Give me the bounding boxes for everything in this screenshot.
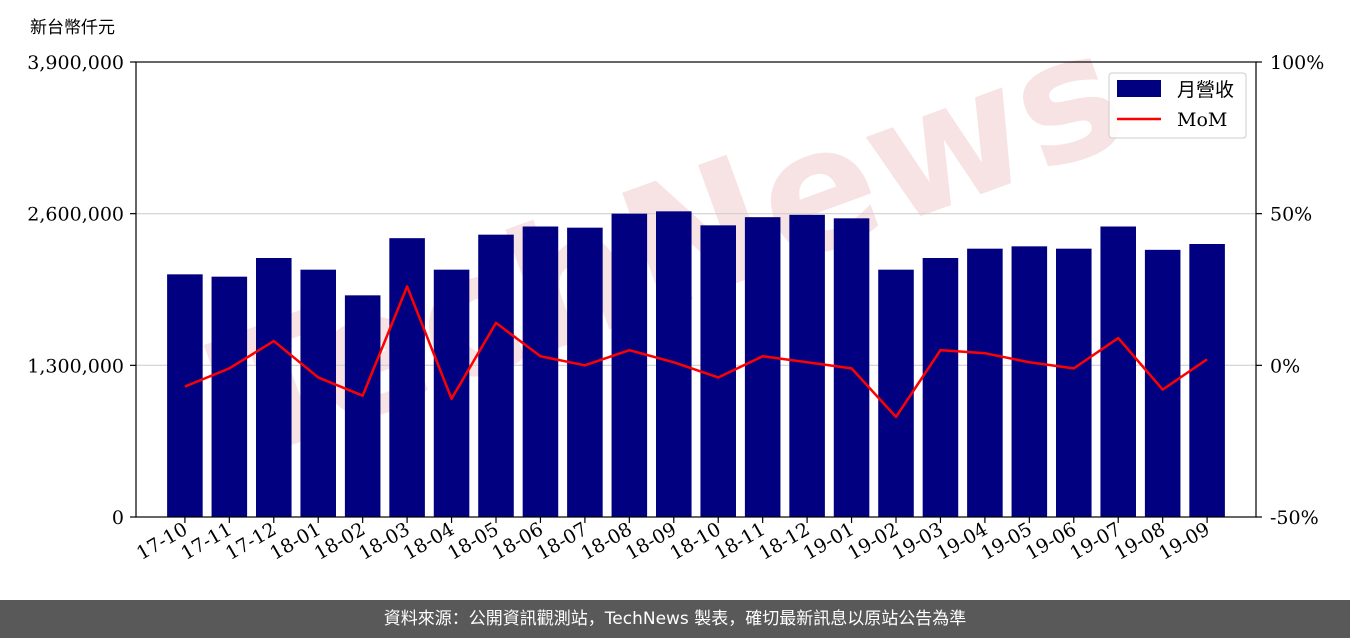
left-tick-label: 1,300,000: [27, 355, 124, 377]
x-tick-label: 19-08: [1111, 518, 1169, 564]
revenue-bar: [967, 248, 1003, 517]
revenue-bar: [1144, 249, 1181, 518]
x-tick-label: 18-03: [355, 518, 413, 564]
legend: 月營收 MoM: [1108, 72, 1247, 139]
right-tick-label: 0%: [1270, 355, 1300, 377]
plot-frame: [135, 61, 1257, 518]
revenue-bar: [1056, 248, 1092, 517]
x-tick-label: 18-01: [266, 518, 324, 564]
revenue-bar: [1100, 226, 1136, 517]
x-tick-label: 19-01: [800, 518, 858, 564]
left-tick-label: 0: [112, 507, 124, 529]
revenue-bar: [1011, 246, 1048, 518]
legend-label-revenue: 月營收: [1177, 79, 1234, 101]
mom-line: [184, 285, 1208, 419]
x-tick-label: 18-07: [533, 518, 591, 564]
x-tick-label: 19-02: [844, 518, 902, 564]
x-tick-label: 19-05: [977, 518, 1035, 564]
revenue-bar: [433, 269, 470, 517]
x-tick-label: 19-07: [1066, 518, 1124, 564]
x-tick-label: 19-06: [1022, 518, 1080, 564]
x-tick-label: 18-09: [622, 518, 680, 564]
revenue-bar: [789, 214, 825, 518]
revenue-bar: [567, 227, 603, 517]
x-tick-label: 18-06: [489, 518, 547, 564]
revenue-bar: [478, 234, 514, 517]
right-tick-label: -50%: [1270, 507, 1319, 529]
legend-label-mom: MoM: [1177, 109, 1227, 131]
revenue-bar: [611, 213, 648, 517]
revenue-bar: [522, 226, 559, 517]
revenue-bar: [389, 238, 425, 517]
x-tick-label: 18-04: [400, 518, 458, 564]
revenue-bar: [744, 217, 781, 517]
revenue-bar: [300, 269, 336, 517]
x-axis: 17-1017-1117-1218-0118-0218-0318-0418-05…: [133, 517, 1214, 565]
right-tick-label: 100%: [1270, 52, 1324, 74]
x-tick-label: 19-03: [889, 518, 947, 564]
revenue-bar: [1189, 244, 1225, 517]
y-axis-label: 新台幣仟元: [30, 18, 115, 38]
revenue-bar: [211, 276, 248, 517]
source-footer: 資料來源：公開資訊觀測站，TechNews 製表，確切最新訊息以原站公告為準: [0, 600, 1350, 638]
right-tick-label: 50%: [1270, 204, 1312, 226]
revenue-bar: [878, 269, 914, 517]
x-tick-label: 17-11: [177, 518, 235, 564]
x-tick-label: 17-12: [222, 518, 280, 564]
x-tick-label: 18-02: [311, 518, 369, 564]
x-tick-label: 18-11: [711, 518, 769, 564]
chart: TechNews 新台幣仟元 01,300,0002,600,0003,900,…: [27, 0, 1324, 565]
left-tick-label: 2,600,000: [27, 204, 124, 226]
revenue-bar: [656, 211, 692, 518]
left-tick-label: 3,900,000: [27, 52, 124, 74]
x-tick-label: 18-05: [444, 518, 502, 564]
x-tick-label: 18-12: [755, 518, 813, 564]
revenue-bar: [256, 258, 292, 517]
x-tick-label: 18-08: [577, 518, 635, 564]
right-axis: -50% 0% 50% 100%: [1256, 52, 1324, 529]
x-tick-label: 17-10: [133, 518, 191, 564]
legend-swatch-revenue: [1117, 80, 1161, 97]
left-axis: 0 1,300,000 2,600,000 3,900,000: [27, 52, 136, 529]
revenue-bar: [344, 295, 381, 517]
mom-series: [184, 285, 1208, 419]
bar-series: [167, 211, 1225, 518]
x-tick-label: 19-04: [933, 518, 991, 564]
x-tick-label: 19-09: [1155, 518, 1213, 564]
revenue-bar: [922, 258, 959, 517]
revenue-bar: [167, 274, 203, 517]
x-tick-label: 18-10: [666, 518, 724, 564]
